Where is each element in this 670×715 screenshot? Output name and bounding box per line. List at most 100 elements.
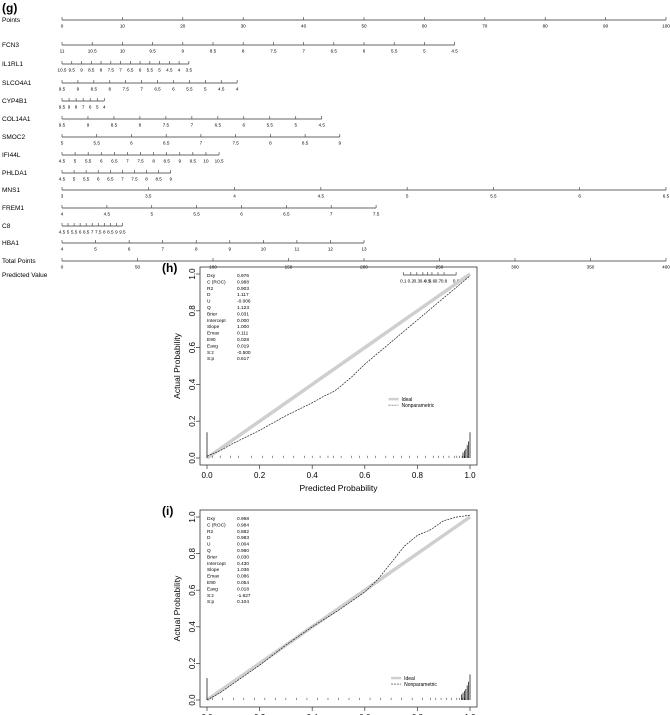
tick-label: 5.5: [85, 159, 92, 164]
tick-label: 6: [243, 123, 246, 128]
tick-label: 11: [294, 247, 299, 252]
legend-ideal-label: Ideal: [401, 397, 412, 403]
x-tick-label: 0.2: [254, 471, 266, 480]
tick-label: 10.5: [215, 159, 224, 164]
stat-value: 0.028: [237, 337, 249, 343]
x-tick-label: 0.8: [412, 713, 424, 715]
row-label: SLCO4A1: [2, 80, 32, 87]
tick-label: 5: [294, 123, 297, 128]
tick-label: 8: [269, 141, 272, 146]
calibration-plot-i: 0.00.20.40.60.81.00.00.20.40.60.81.0Pred…: [172, 509, 478, 715]
stat-value: 0.111: [237, 331, 249, 337]
stat-value: 0.984: [237, 522, 249, 528]
tick-label: 8: [103, 230, 106, 235]
stat-name: S:z: [207, 593, 215, 599]
tick-label: 0.8: [441, 279, 448, 284]
tick-label: 6: [128, 247, 131, 252]
tick-label: 7: [119, 68, 122, 73]
stat-name: U: [207, 299, 211, 305]
stat-value: 0.031: [237, 311, 249, 317]
x-tick-label: 0.6: [359, 471, 371, 480]
tick-label: 5: [406, 194, 409, 199]
tick-label: 6: [89, 105, 92, 110]
tick-label: 10: [203, 159, 209, 164]
tick-label: 12: [328, 247, 334, 252]
tick-label: 8.5: [91, 87, 98, 92]
stat-name: Slope: [207, 324, 220, 330]
tick-label: 5.5: [391, 49, 398, 54]
tick-label: 8: [195, 247, 198, 252]
x-tick-label: 0.2: [254, 713, 266, 715]
ideal-line: [206, 515, 471, 702]
tick-label: 7: [191, 123, 194, 128]
tick-label: 9.5: [69, 68, 76, 73]
stat-value: 0.018: [237, 586, 249, 592]
tick-label: 4: [236, 87, 239, 92]
row-label: Total Points: [2, 258, 36, 265]
y-tick-label: 0.2: [188, 415, 197, 427]
stat-name: Emax: [207, 331, 220, 337]
row-label: HBA1: [2, 240, 19, 247]
tick-label: 20: [180, 24, 186, 29]
ideal-line: [205, 272, 472, 460]
tick-label: 6: [363, 49, 366, 54]
tick-label: 5.5: [193, 212, 200, 217]
calibration-plot-h: 0.0 0.2 0.4 0.6 0.8 1.00.00.20.40.60.81.0Pred…: [172, 266, 478, 493]
tick-label: 7.5: [131, 177, 138, 182]
tick-label: 5.5: [71, 230, 78, 235]
stat-name: C (ROC): [207, 522, 226, 528]
tick-label: 5: [423, 49, 426, 54]
stat-value: 1.117: [237, 292, 249, 298]
tick-label: 8: [108, 87, 111, 92]
stat-name: D: [207, 292, 211, 298]
stat-value: 0.983: [237, 535, 249, 541]
y-tick-label: 1.0: [188, 268, 197, 280]
tick-label: 4.5: [59, 230, 66, 235]
tick-label: 7: [161, 247, 164, 252]
tick-label: 5.5: [186, 87, 193, 92]
nonparametric-line: [206, 514, 471, 701]
stat-value: 0.988: [237, 279, 249, 285]
stat-name: Slope: [207, 567, 220, 573]
row-label: SMOC2: [2, 134, 26, 141]
x-axis-label: Predicted Probability: [300, 483, 379, 493]
x-tick-label: 0.8: [412, 471, 424, 480]
stat-value: 0.019: [237, 343, 249, 349]
tick-label: 6: [172, 87, 175, 92]
tick-label: 7.5: [137, 159, 144, 164]
tick-label: 70: [482, 24, 488, 29]
panel-label-g: (g): [2, 1, 17, 15]
tick-label: 8: [100, 68, 103, 73]
tick-label: 3: [61, 194, 64, 199]
tick-label: 3.5: [145, 194, 152, 199]
tick-label: 6.5: [331, 49, 338, 54]
stat-value: 0.968: [237, 516, 249, 522]
stat-value: 0.976: [237, 273, 249, 279]
tick-label: 7: [121, 177, 124, 182]
x-tick-label: 1.0: [464, 471, 476, 480]
x-tick-label: 0.0: [201, 713, 213, 715]
tick-label: 4.5: [318, 194, 325, 199]
tick-label: 9.5: [119, 230, 126, 235]
stat-name: Eavg: [207, 343, 218, 349]
tick-label: 5: [96, 105, 99, 110]
tick-label: 4: [61, 212, 64, 217]
tick-label: 80: [543, 24, 549, 29]
tick-label: 5: [74, 159, 77, 164]
row-label: FREM1: [2, 205, 24, 212]
tick-label: 4.5: [451, 49, 458, 54]
tick-label: 50: [361, 24, 367, 29]
row-label: IL1RL1: [2, 61, 23, 68]
tick-label: 90: [603, 24, 609, 29]
x-tick-label: 0.0: [201, 471, 213, 480]
row-label: PHLDA1: [2, 170, 28, 177]
tick-label: 9.5: [59, 105, 66, 110]
tick-label: 9.5: [190, 159, 197, 164]
y-tick-label: 0.0: [188, 694, 197, 706]
stat-name: C (ROC): [207, 279, 226, 285]
row-label: CYP4B1: [2, 98, 27, 105]
stat-value: 0.000: [237, 318, 249, 324]
tick-label: 7.5: [270, 49, 277, 54]
stat-name: Q: [207, 548, 211, 554]
tick-label: 8: [145, 177, 148, 182]
